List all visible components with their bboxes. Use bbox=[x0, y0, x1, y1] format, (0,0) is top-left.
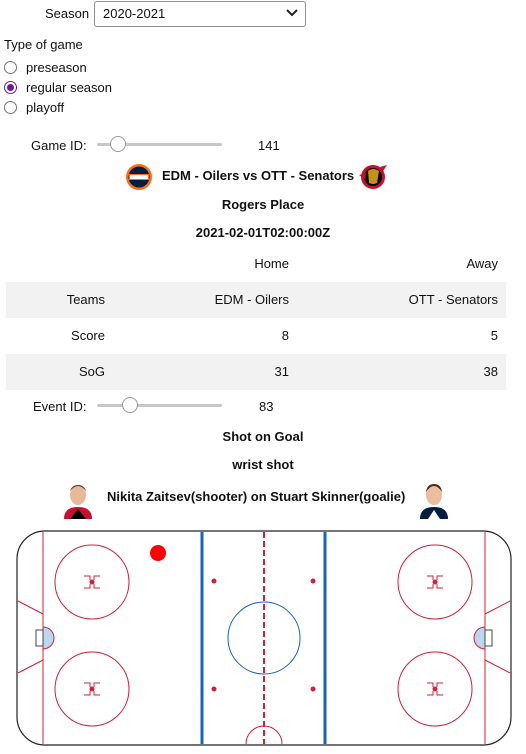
header-home: Home bbox=[254, 256, 289, 271]
faceoff-hashmarks bbox=[427, 575, 443, 589]
game-id-label: Game ID: bbox=[31, 138, 87, 153]
faceoff-hashmarks bbox=[84, 682, 100, 696]
table-row: Teams EDM - Oilers OTT - Senators bbox=[6, 282, 506, 318]
faceoff-circle bbox=[54, 651, 130, 727]
table-header-row: Home Away bbox=[6, 246, 506, 282]
faceoff-circle bbox=[397, 544, 473, 620]
event-id-label: Event ID: bbox=[33, 399, 87, 414]
hockey-rink bbox=[16, 530, 512, 746]
trapezoid-right bbox=[484, 659, 511, 674]
senators-logo-icon bbox=[359, 165, 387, 189]
radio-label: preseason bbox=[26, 59, 87, 75]
trapezoid-left bbox=[17, 600, 44, 615]
radio-label: regular season bbox=[26, 79, 112, 95]
radio-button[interactable] bbox=[4, 60, 17, 74]
row-label: Teams bbox=[66, 292, 105, 307]
table-row: Score 8 5 bbox=[6, 318, 506, 354]
home-value: EDM - Oilers bbox=[214, 292, 289, 307]
season-select[interactable]: 2020-2021 bbox=[94, 1, 306, 27]
home-value: 8 bbox=[281, 328, 289, 343]
event-description: Nikita Zaitsev(shooter) on Stuart Skinne… bbox=[107, 489, 406, 504]
trapezoid-right bbox=[484, 600, 511, 615]
radio-playoff[interactable]: playoff bbox=[4, 98, 64, 116]
table-row: SoG 31 38 bbox=[6, 354, 506, 390]
game-type-label: Type of game bbox=[4, 37, 83, 52]
event-type: Shot on Goal bbox=[222, 429, 304, 444]
row-label: SoG bbox=[78, 364, 105, 379]
radio-label: playoff bbox=[26, 99, 65, 115]
trapezoid-left bbox=[17, 659, 44, 674]
header-away: Away bbox=[466, 256, 498, 271]
faceoff-hashmarks bbox=[427, 682, 443, 696]
shooter-avatar bbox=[64, 485, 92, 519]
faceoff-dot bbox=[310, 578, 316, 584]
referee-crease bbox=[245, 725, 283, 745]
oilers-logo-icon bbox=[126, 164, 152, 190]
row-label: Score bbox=[71, 328, 105, 343]
goal-crease-left bbox=[42, 626, 55, 650]
game-stats-table: Home Away Teams EDM - Oilers OTT - Senat… bbox=[6, 246, 506, 392]
chevron-down-icon bbox=[286, 9, 298, 17]
goal-net-left bbox=[35, 629, 44, 647]
game-id-value: 141 bbox=[258, 138, 280, 153]
faceoff-dot bbox=[211, 578, 217, 584]
faceoff-hashmarks bbox=[84, 575, 100, 589]
season-label: Season bbox=[45, 6, 90, 21]
rink-boards bbox=[16, 530, 512, 746]
away-value: 38 bbox=[483, 364, 498, 379]
faceoff-dot bbox=[432, 686, 438, 692]
faceoff-dot bbox=[432, 579, 438, 585]
away-value: 5 bbox=[490, 328, 498, 343]
center-circle bbox=[227, 601, 301, 675]
radio-button[interactable] bbox=[4, 100, 17, 114]
game-id-slider-thumb[interactable] bbox=[110, 136, 126, 152]
radio-button-selected[interactable] bbox=[4, 80, 17, 94]
home-value: 31 bbox=[274, 364, 289, 379]
event-id-value: 83 bbox=[259, 399, 274, 414]
event-id-slider-track[interactable] bbox=[97, 404, 222, 407]
event-id-slider-thumb[interactable] bbox=[122, 397, 138, 413]
faceoff-dot bbox=[89, 579, 95, 585]
faceoff-circle bbox=[54, 544, 130, 620]
faceoff-dot bbox=[310, 686, 316, 692]
season-selected-value: 2020-2021 bbox=[103, 6, 166, 21]
faceoff-dot bbox=[89, 686, 95, 692]
game-datetime: 2021-02-01T02:00:00Z bbox=[195, 225, 331, 240]
faceoff-circle bbox=[397, 651, 473, 727]
game-id-slider-track[interactable] bbox=[97, 143, 222, 146]
faceoff-dot bbox=[211, 686, 217, 692]
goalie-avatar bbox=[420, 484, 448, 519]
away-value: OTT - Senators bbox=[408, 292, 498, 307]
radio-regular-season[interactable]: regular season bbox=[4, 78, 112, 96]
goal-net-right bbox=[484, 629, 493, 647]
shot-marker bbox=[150, 545, 166, 561]
radio-preseason[interactable]: preseason bbox=[4, 58, 87, 76]
venue: Rogers Place bbox=[221, 197, 305, 212]
goal-crease-right bbox=[473, 626, 486, 650]
shot-type: wrist shot bbox=[232, 457, 294, 472]
matchup-title: EDM - Oilers vs OTT - Senators bbox=[162, 168, 355, 183]
